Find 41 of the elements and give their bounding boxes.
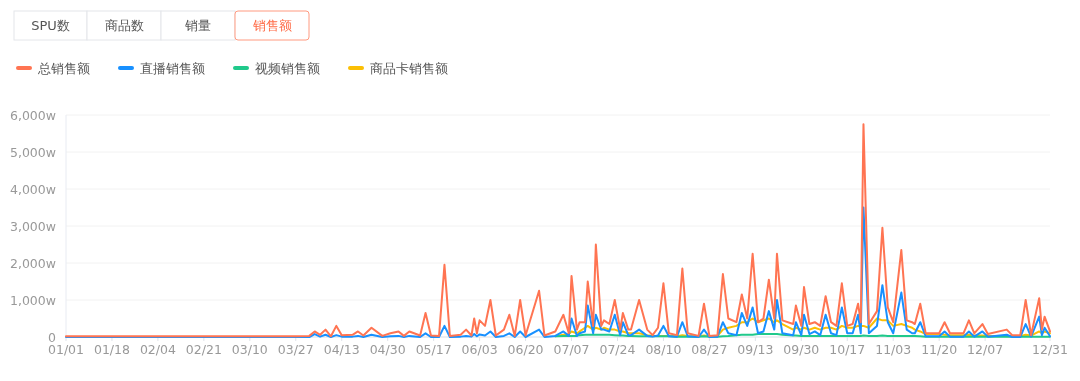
x-tick-label: 04/30 [369,342,406,357]
legend-label: 商品卡销售额 [370,60,448,76]
x-tick-label: 10/17 [829,342,866,357]
x-tick-label: 07/24 [599,342,636,357]
x-tick-label: 04/13 [323,342,360,357]
x-tick-label: 03/10 [231,342,268,357]
y-tick-label: 0 [48,329,57,345]
y-tick-label: 6,000w [9,107,56,123]
legend-item: 商品卡销售额 [348,60,448,76]
x-tick-label: 06/20 [507,342,544,357]
legend-item: 直播销售额 [118,60,205,76]
x-tick-label: 01/18 [93,342,131,357]
tab: 商品数 [86,10,162,41]
y-tick-label: 3,000w [9,218,56,234]
x-tick-label: 11/03 [875,342,912,357]
x-tick-label: 06/03 [461,342,498,357]
legend-item: 视频销售额 [233,60,320,76]
x-tick-label: 01/01 [47,342,85,357]
y-tick-label: 2,000w [9,255,56,271]
x-tick-label: 08/27 [691,342,728,357]
legend-label: 总销售额 [37,60,90,76]
y-tick-label: 1,000w [9,292,56,308]
x-tick-label: 12/31 [1031,342,1069,357]
tab: SPU数 [13,10,88,41]
x-tick-label: 12/07 [967,342,1004,357]
legend-item: 总销售额 [16,60,90,76]
y-tick-label: 5,000w [9,144,56,160]
x-tick-label: 03/27 [277,342,314,357]
x-tick-label: 09/13 [737,342,774,357]
tab: 销量 [160,10,236,41]
x-tick-label: 05/17 [415,342,452,357]
x-tick-label: 02/04 [139,342,176,357]
x-tick-label: 11/20 [921,342,958,357]
x-tick-label: 07/07 [553,342,590,357]
y-tick-label: 4,000w [9,181,56,197]
legend-label: 直播销售额 [140,60,205,76]
x-tick-label: 02/21 [185,342,222,357]
tab: 销售额 [234,10,310,41]
legend-label: 视频销售额 [255,60,320,76]
x-tick-label: 08/10 [645,342,682,357]
x-tick-label: 09/30 [783,342,820,357]
